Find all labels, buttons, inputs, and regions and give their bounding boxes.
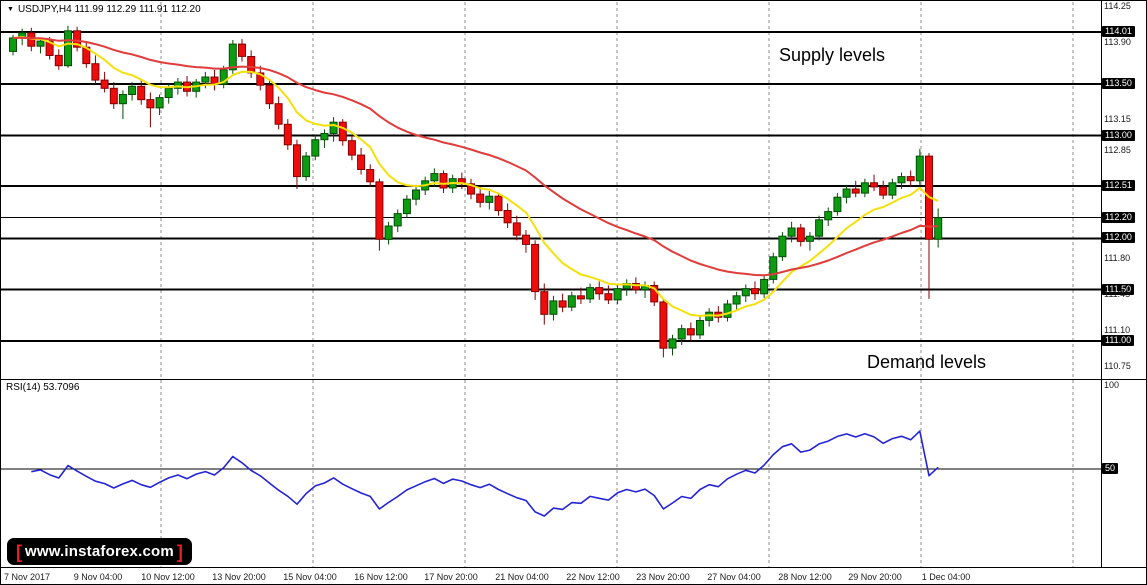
rsi-tick-label: 100	[1104, 380, 1120, 390]
price-level-badge: 112.51	[1102, 180, 1135, 191]
supply-levels-annotation: Supply levels	[779, 45, 886, 65]
instaforex-logo: [ www.instaforex.com ]	[7, 538, 192, 565]
price-tick-label: 111.80	[1104, 253, 1131, 263]
time-tick-label: 17 Nov 20:00	[424, 572, 478, 582]
rsi-layer	[1, 430, 1101, 517]
logo-left-bracket: [	[16, 541, 22, 562]
price-level-badge: 114.01	[1102, 26, 1135, 37]
pane-separators	[1, 1, 1146, 568]
time-tick-label: 10 Nov 12:00	[141, 572, 195, 582]
time-tick-label: 1 Dec 04:00	[921, 572, 971, 582]
time-tick-label: 15 Nov 04:00	[283, 572, 337, 582]
time-tick-label: 22 Nov 12:00	[566, 572, 620, 582]
rsi-line	[31, 430, 939, 517]
rsi-level-badge: 50	[1102, 463, 1119, 474]
time-tick-label: 16 Nov 12:00	[354, 572, 408, 582]
time-tick-label: 21 Nov 04:00	[495, 572, 549, 582]
time-tick-label: 28 Nov 12:00	[778, 572, 832, 582]
level-lines-layer	[1, 30, 1101, 342]
time-tick-label: 7 Nov 2017	[3, 572, 51, 582]
logo-url-text: www.instaforex.com	[25, 543, 174, 560]
symbol-ohlc-text: USDJPY,H4 111.99 112.29 111.91 112.20	[17, 4, 201, 15]
price-tick-label: 112.85	[1104, 145, 1131, 155]
time-tick-label: 9 Nov 04:00	[73, 572, 123, 582]
price-tick-label: 113.15	[1104, 114, 1131, 124]
price-level-badge: 113.50	[1102, 78, 1135, 89]
logo-right-bracket: ]	[176, 541, 183, 562]
price-level-badge: 111.00	[1102, 335, 1135, 346]
time-tick-label: 27 Nov 04:00	[707, 572, 761, 582]
time-tick-label: 23 Nov 20:00	[636, 572, 690, 582]
price-tick-label: 110.75	[1104, 361, 1131, 371]
price-tick-label: 113.90	[1104, 37, 1131, 47]
time-tick-label: 13 Nov 20:00	[212, 572, 266, 582]
price-tick-label: 111.10	[1104, 325, 1131, 335]
price-tick-label: 114.25	[1104, 1, 1131, 11]
ma-slow-line	[12, 36, 939, 277]
rsi-indicator-label: RSI(14) 53.7096	[6, 382, 80, 393]
price-level-badge: 111.50	[1102, 284, 1135, 295]
candles-layer	[9, 25, 943, 358]
price-tick-label: 111.45	[1104, 289, 1131, 299]
demand-levels-annotation: Demand levels	[867, 352, 987, 372]
price-level-badge: 112.20	[1102, 212, 1135, 223]
price-level-badge: 112.00	[1102, 232, 1135, 243]
symbol-info: ▼ USDJPY,H4 111.99 112.29 111.91 112.20	[7, 4, 201, 15]
time-tick-label: 29 Nov 20:00	[848, 572, 902, 582]
moving-averages-layer	[12, 36, 939, 317]
symbol-marker-icon: ▼	[7, 5, 14, 13]
price-level-badge: 113.00	[1102, 130, 1135, 141]
ma-fast-line	[12, 36, 939, 317]
